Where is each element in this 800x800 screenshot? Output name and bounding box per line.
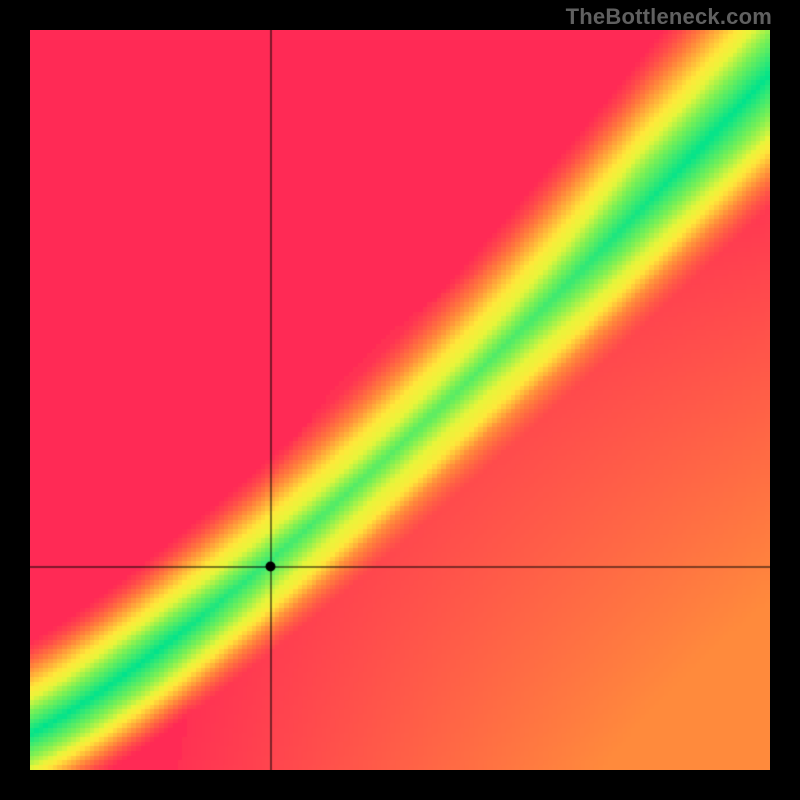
plot-area (30, 30, 770, 770)
watermark-text: TheBottleneck.com (566, 4, 772, 30)
chart-outer: TheBottleneck.com (0, 0, 800, 800)
heatmap-canvas (30, 30, 770, 770)
